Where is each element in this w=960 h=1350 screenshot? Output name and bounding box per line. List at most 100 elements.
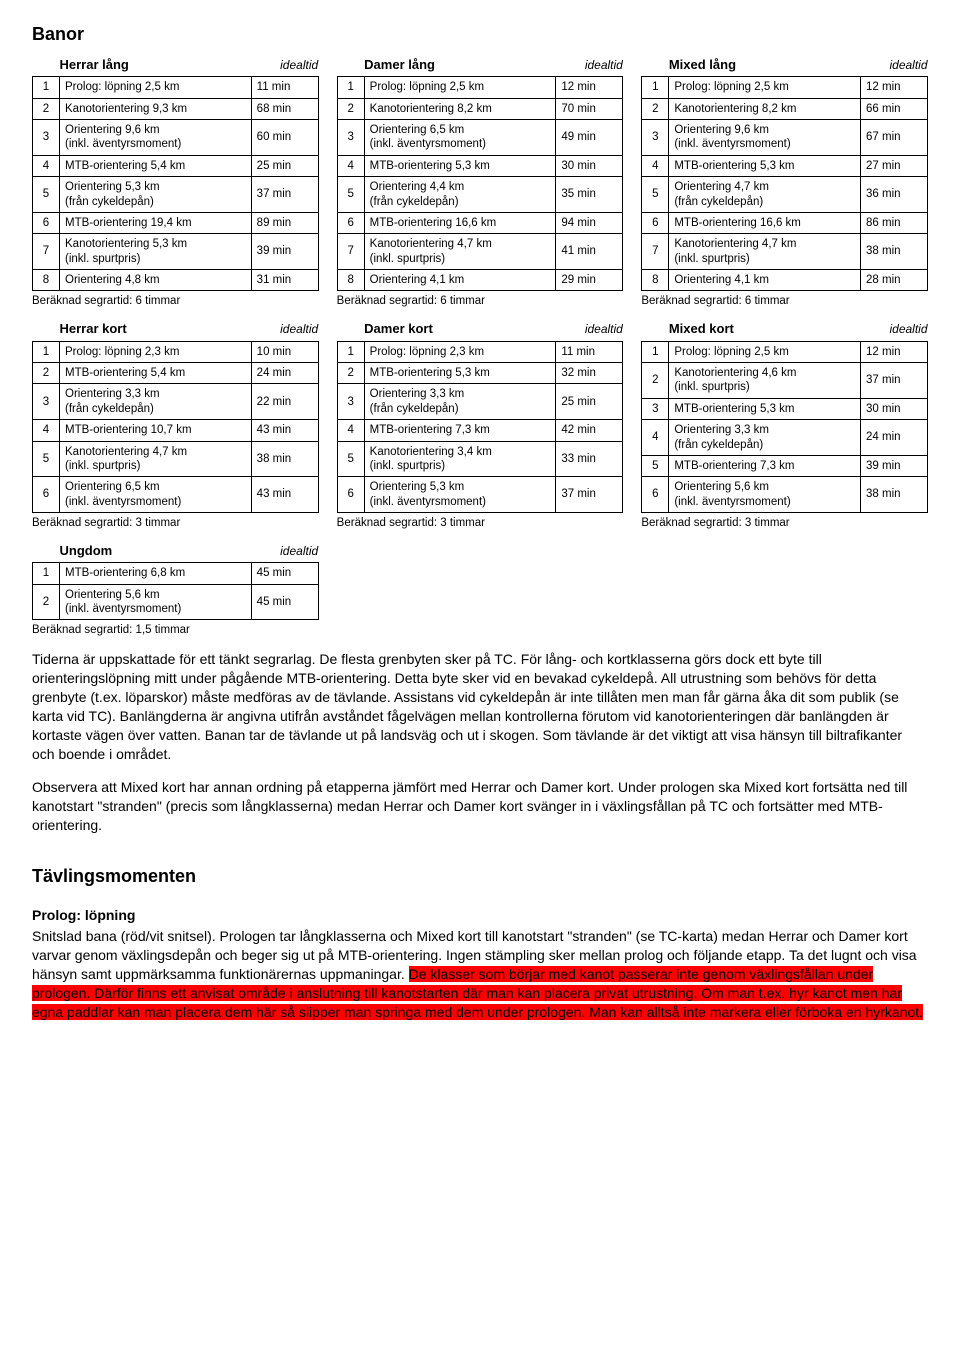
row-label: Prolog: löpning 2,3 km — [60, 341, 252, 362]
row-time: 38 min — [861, 234, 928, 270]
table-row: 5Kanotorientering 3,4 km(inkl. spurtpris… — [337, 441, 623, 477]
table-row: 1Prolog: löpning 2,5 km12 min — [337, 77, 623, 98]
row-num: 3 — [337, 120, 364, 156]
row-num: 5 — [642, 177, 669, 213]
table-row: 7Kanotorientering 5,3 km(inkl. spurtpris… — [33, 234, 319, 270]
row-num: 5 — [33, 177, 60, 213]
segrartid-note: Beräknad segrartid: 3 timmar — [337, 517, 624, 529]
row-time: 31 min — [251, 270, 318, 291]
idealtid-label: idealtid — [861, 57, 928, 77]
row-num: 1 — [337, 341, 364, 362]
row-num: 1 — [642, 341, 669, 362]
table-row: 1Prolog: löpning 2,5 km11 min — [33, 77, 319, 98]
row-num: 2 — [33, 98, 60, 119]
table-row: 7Kanotorientering 4,7 km(inkl. spurtpris… — [337, 234, 623, 270]
table-row: 6Orientering 5,6 km(inkl. äventyrsmoment… — [642, 477, 928, 513]
short-tables: Herrar kortidealtid1Prolog: löpning 2,3 … — [32, 321, 928, 529]
table-row: 3MTB-orientering 5,3 km30 min — [642, 398, 928, 419]
row-time: 12 min — [861, 77, 928, 98]
row-label: MTB-orientering 5,4 km — [60, 363, 252, 384]
table-row: 2Kanotorientering 8,2 km66 min — [642, 98, 928, 119]
row-label: Orientering 3,3 km(från cykeldepån) — [364, 384, 556, 420]
course-title: Ungdom — [60, 543, 252, 563]
row-time: 30 min — [556, 155, 623, 176]
row-label: Kanotorientering 8,2 km — [364, 98, 556, 119]
row-time: 49 min — [556, 120, 623, 156]
row-time: 28 min — [861, 270, 928, 291]
row-label: Kanotorientering 4,7 km(inkl. spurtpris) — [364, 234, 556, 270]
row-time: 12 min — [861, 341, 928, 362]
row-label: Orientering 4,1 km — [669, 270, 861, 291]
row-num: 1 — [337, 77, 364, 98]
row-time: 32 min — [556, 363, 623, 384]
row-time: 89 min — [251, 212, 318, 233]
row-num: 5 — [337, 441, 364, 477]
row-time: 25 min — [251, 155, 318, 176]
row-num: 3 — [337, 384, 364, 420]
row-time: 70 min — [556, 98, 623, 119]
row-num: 1 — [33, 563, 60, 584]
row-time: 60 min — [251, 120, 318, 156]
course-table: Damer kortidealtid1Prolog: löpning 2,3 k… — [337, 321, 624, 513]
table-row: 2Kanotorientering 8,2 km70 min — [337, 98, 623, 119]
paragraph-2: Observera att Mixed kort har annan ordni… — [32, 778, 928, 835]
table-row: 6MTB-orientering 16,6 km86 min — [642, 212, 928, 233]
row-label: MTB-orientering 5,3 km — [669, 155, 861, 176]
row-num: 2 — [33, 584, 60, 620]
row-label: Kanotorientering 5,3 km(inkl. spurtpris) — [60, 234, 252, 270]
row-num: 1 — [33, 341, 60, 362]
row-label: Orientering 6,5 km(inkl. äventyrsmoment) — [60, 477, 252, 513]
table-row: 5Orientering 4,7 km(från cykeldepån)36 m… — [642, 177, 928, 213]
row-num: 4 — [337, 420, 364, 441]
row-num: 5 — [337, 177, 364, 213]
row-time: 11 min — [251, 77, 318, 98]
table-row: 2Kanotorientering 9,3 km68 min — [33, 98, 319, 119]
row-time: 41 min — [556, 234, 623, 270]
row-label: Prolog: löpning 2,5 km — [669, 341, 861, 362]
table-row: 2Kanotorientering 4,6 km(inkl. spurtpris… — [642, 363, 928, 399]
row-num: 2 — [337, 363, 364, 384]
table-row: 1Prolog: löpning 2,3 km11 min — [337, 341, 623, 362]
row-label: MTB-orientering 5,3 km — [364, 363, 556, 384]
row-label: MTB-orientering 7,3 km — [669, 455, 861, 476]
row-time: 45 min — [251, 584, 318, 620]
segrartid-note: Beräknad segrartid: 6 timmar — [337, 295, 624, 307]
row-time: 68 min — [251, 98, 318, 119]
row-num: 5 — [33, 441, 60, 477]
row-num: 8 — [642, 270, 669, 291]
row-label: MTB-orientering 6,8 km — [60, 563, 252, 584]
row-time: 43 min — [251, 420, 318, 441]
paragraph-1: Tiderna är uppskattade för ett tänkt seg… — [32, 650, 928, 763]
row-time: 36 min — [861, 177, 928, 213]
idealtid-label: idealtid — [556, 57, 623, 77]
row-num: 7 — [33, 234, 60, 270]
row-num: 1 — [642, 77, 669, 98]
row-num: 6 — [642, 212, 669, 233]
row-time: 39 min — [861, 455, 928, 476]
table-row: 7Kanotorientering 4,7 km(inkl. spurtpris… — [642, 234, 928, 270]
row-label: Kanotorientering 8,2 km — [669, 98, 861, 119]
row-label: Prolog: löpning 2,3 km — [364, 341, 556, 362]
table-row: 4MTB-orientering 5,3 km27 min — [642, 155, 928, 176]
row-num: 4 — [642, 420, 669, 456]
table-row: 8Orientering 4,8 km31 min — [33, 270, 319, 291]
course-title: Herrar kort — [60, 321, 252, 341]
row-label: Orientering 5,6 km(inkl. äventyrsmoment) — [60, 584, 252, 620]
table-row: 6MTB-orientering 19,4 km89 min — [33, 212, 319, 233]
row-num: 1 — [33, 77, 60, 98]
row-time: 37 min — [556, 477, 623, 513]
row-time: 42 min — [556, 420, 623, 441]
row-label: Orientering 5,6 km(inkl. äventyrsmoment) — [669, 477, 861, 513]
course-title: Damer kort — [364, 321, 556, 341]
idealtid-label: idealtid — [251, 543, 318, 563]
row-num: 7 — [642, 234, 669, 270]
table-row: 5Orientering 4,4 km(från cykeldepån)35 m… — [337, 177, 623, 213]
idealtid-label: idealtid — [861, 321, 928, 341]
row-num: 3 — [642, 398, 669, 419]
table-row: 5Kanotorientering 4,7 km(inkl. spurtpris… — [33, 441, 319, 477]
row-time: 45 min — [251, 563, 318, 584]
row-label: Orientering 6,5 km(inkl. äventyrsmoment) — [364, 120, 556, 156]
row-label: MTB-orientering 10,7 km — [60, 420, 252, 441]
row-num: 3 — [33, 384, 60, 420]
table-row: 4Orientering 3,3 km(från cykeldepån)24 m… — [642, 420, 928, 456]
